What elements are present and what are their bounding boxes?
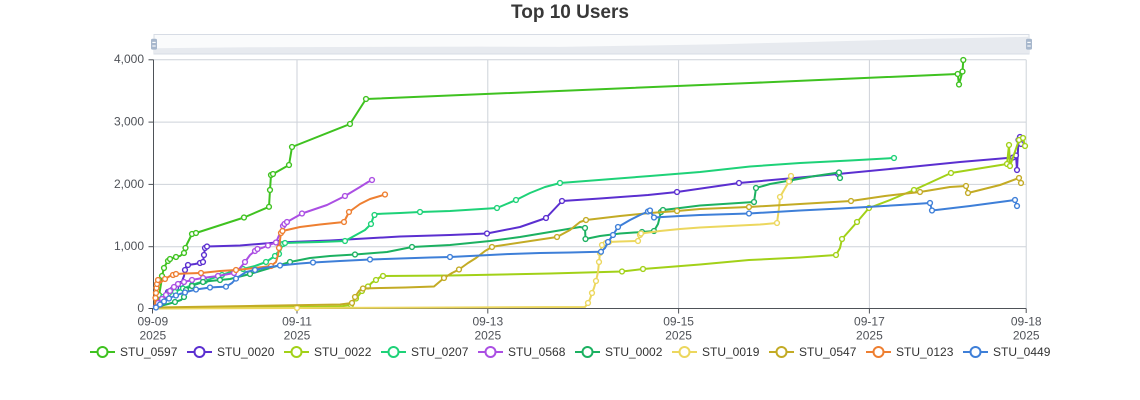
svg-text:4,000: 4,000 [114, 52, 144, 66]
svg-text:2025: 2025 [284, 329, 311, 343]
svg-text:Top 10 Users: Top 10 Users [511, 2, 629, 23]
svg-text:09-09: 09-09 [137, 315, 168, 329]
svg-text:STU_0568: STU_0568 [508, 345, 566, 359]
svg-text:STU_0207: STU_0207 [411, 345, 469, 359]
svg-text:09-17: 09-17 [854, 315, 885, 329]
svg-text:09-18: 09-18 [1011, 315, 1042, 329]
svg-text:1,000: 1,000 [114, 239, 144, 253]
svg-text:09-13: 09-13 [472, 315, 503, 329]
svg-text:STU_0123: STU_0123 [896, 345, 954, 359]
svg-text:0: 0 [137, 301, 144, 315]
svg-text:3,000: 3,000 [114, 115, 144, 129]
svg-text:STU_0002: STU_0002 [605, 345, 663, 359]
svg-text:STU_0020: STU_0020 [217, 345, 275, 359]
svg-text:2025: 2025 [474, 329, 501, 343]
svg-text:STU_0449: STU_0449 [993, 345, 1051, 359]
svg-text:09-11: 09-11 [282, 315, 312, 329]
svg-text:2025: 2025 [139, 329, 166, 343]
svg-text:STU_0019: STU_0019 [702, 345, 760, 359]
svg-text:2025: 2025 [1013, 329, 1040, 343]
svg-text:2025: 2025 [856, 329, 883, 343]
svg-text:STU_0547: STU_0547 [799, 345, 857, 359]
svg-text:2,000: 2,000 [114, 177, 144, 191]
svg-text:09-15: 09-15 [663, 315, 694, 329]
svg-text:2025: 2025 [665, 329, 692, 343]
svg-text:STU_0022: STU_0022 [314, 345, 372, 359]
svg-text:STU_0597: STU_0597 [120, 345, 178, 359]
